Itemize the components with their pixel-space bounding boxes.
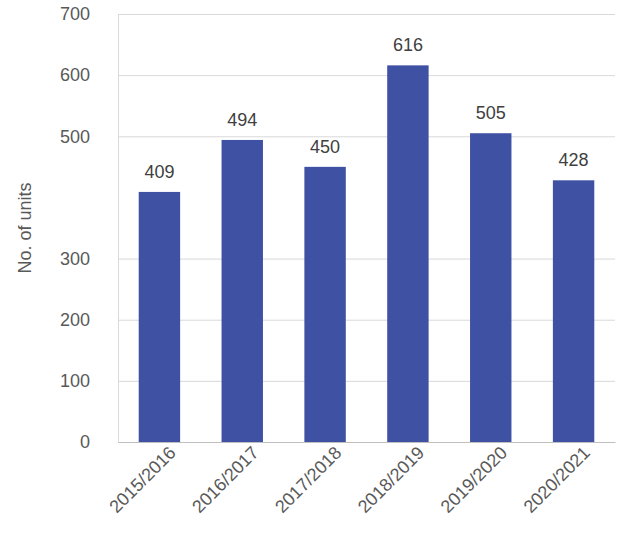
x-tick-label: 2019/2020 (437, 443, 511, 517)
y-tick-label: 300 (60, 249, 90, 269)
data-label: 505 (476, 103, 506, 123)
x-tick: 2018/2019 (354, 443, 428, 517)
data-label: 428 (559, 150, 589, 170)
bar (222, 140, 263, 442)
data-label: 450 (310, 137, 340, 157)
x-tick: 2019/2020 (437, 443, 511, 517)
y-tick-label: 600 (60, 65, 90, 85)
y-tick: 600 (60, 65, 615, 85)
bars (139, 65, 595, 442)
x-tick-label: 2016/2017 (188, 443, 262, 517)
x-tick: 2016/2017 (188, 443, 262, 517)
y-tick-label: 200 (60, 310, 90, 330)
grid-line (118, 14, 615, 15)
y-tick-label: 0 (80, 432, 90, 452)
x-tick: 2015/2016 (105, 443, 179, 517)
x-tick-label: 2018/2019 (354, 443, 428, 517)
y-tick-label: 500 (60, 127, 90, 147)
grid-line (118, 442, 615, 443)
bar (139, 192, 180, 442)
bar (304, 167, 345, 442)
bar (470, 133, 511, 442)
y-axis-title: No. of units (15, 182, 35, 273)
data-label: 616 (393, 35, 423, 55)
y-tick-label: 700 (60, 4, 90, 24)
y-tick: 700 (60, 4, 615, 24)
bar (553, 180, 594, 442)
grid-line (118, 320, 615, 321)
y-axis: 0 100 200 300 500 600 700 (60, 4, 615, 452)
chart: 01002003005006007002015/20162016/2017201… (0, 0, 621, 552)
x-tick: 2020/2021 (520, 443, 594, 517)
data-label: 409 (144, 162, 174, 182)
data-label: 494 (227, 110, 257, 130)
x-tick-label: 2015/2016 (105, 443, 179, 517)
x-axis: 2015/20162016/20172017/20182018/20192019… (105, 443, 615, 517)
x-tick-label: 2020/2021 (520, 443, 594, 517)
grid-line (118, 259, 615, 260)
x-tick-label: 2017/2018 (271, 443, 345, 517)
x-axis-line (119, 442, 616, 443)
bar (387, 65, 428, 442)
grid-line (118, 75, 615, 76)
grid-line (118, 381, 615, 382)
plot: 01002003005006007002015/20162016/2017201… (60, 4, 616, 517)
x-tick: 2017/2018 (271, 443, 345, 517)
y-axis-line (119, 15, 616, 443)
y-tick-label: 100 (60, 371, 90, 391)
data-labels: 409 494 450 616 505 428 (144, 35, 588, 182)
grid-line (118, 136, 615, 137)
